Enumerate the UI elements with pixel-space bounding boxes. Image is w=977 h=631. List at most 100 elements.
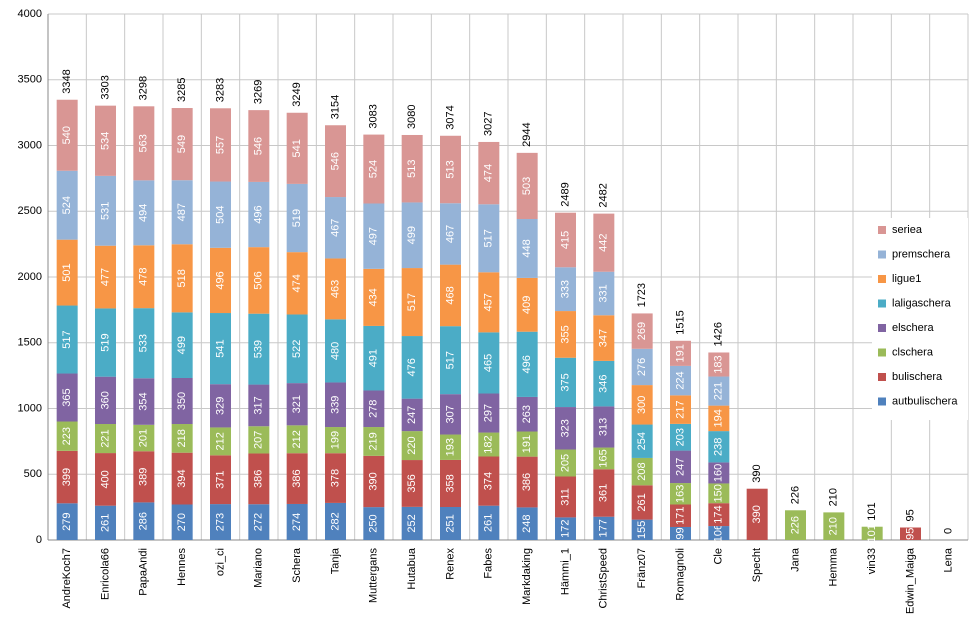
y-tick-label: 0 bbox=[36, 534, 42, 546]
bar-segment bbox=[670, 483, 691, 505]
bar-segment bbox=[171, 244, 193, 313]
x-tick-label: Fabes bbox=[483, 548, 495, 579]
value-label: 524 bbox=[61, 196, 73, 214]
bar-segment bbox=[593, 271, 615, 316]
bar-segment bbox=[325, 125, 346, 198]
bar-segment bbox=[171, 377, 193, 425]
bar-segment bbox=[210, 427, 231, 456]
bar-segment bbox=[593, 447, 615, 470]
legend-label: laligaschera bbox=[892, 297, 952, 309]
bar-segment bbox=[401, 134, 423, 203]
total-label: 3303 bbox=[99, 75, 111, 99]
value-label: 333 bbox=[559, 280, 571, 298]
value-label: 389 bbox=[138, 468, 150, 486]
bar-segment bbox=[133, 424, 155, 452]
bar-segment bbox=[56, 373, 78, 422]
value-label: 386 bbox=[253, 470, 265, 488]
value-label: 254 bbox=[636, 432, 648, 450]
bar-segment bbox=[440, 326, 461, 395]
value-label: 300 bbox=[636, 396, 648, 414]
legend-label: premschera bbox=[892, 248, 951, 260]
bar-segment bbox=[708, 526, 730, 540]
legend-box bbox=[872, 218, 968, 420]
bar-segment bbox=[670, 340, 691, 366]
value-label: 478 bbox=[138, 268, 150, 286]
value-label: 563 bbox=[138, 134, 150, 152]
bar-segment bbox=[593, 469, 615, 517]
legend-swatch bbox=[878, 324, 886, 332]
bar-segment bbox=[171, 180, 193, 245]
bar-segment bbox=[248, 110, 270, 182]
value-label: 321 bbox=[291, 395, 303, 413]
bar-segment bbox=[56, 421, 78, 451]
value-label: 307 bbox=[444, 405, 456, 423]
bar-segment bbox=[478, 505, 500, 540]
value-label: 534 bbox=[99, 132, 111, 150]
bar-segment bbox=[363, 507, 385, 540]
value-label: 183 bbox=[713, 355, 725, 373]
value-label: 163 bbox=[674, 485, 686, 503]
bar-segment bbox=[325, 382, 346, 428]
bar-segment bbox=[516, 277, 538, 332]
value-label: 217 bbox=[674, 400, 686, 418]
total-label: 3283 bbox=[214, 78, 226, 102]
bar-segment bbox=[478, 332, 500, 394]
bar-segment bbox=[325, 502, 346, 540]
value-label: 286 bbox=[138, 512, 150, 530]
value-label: 247 bbox=[674, 458, 686, 476]
x-tick-label: Hämmi_1 bbox=[559, 548, 571, 595]
value-label: 442 bbox=[598, 233, 610, 251]
value-label: 467 bbox=[444, 225, 456, 243]
total-label: 3298 bbox=[138, 76, 150, 100]
bar-segment bbox=[248, 181, 270, 248]
bar-segment bbox=[440, 394, 461, 435]
bar-segment bbox=[210, 384, 231, 428]
value-label: 501 bbox=[61, 263, 73, 281]
value-label: 354 bbox=[138, 392, 150, 410]
total-label: 3249 bbox=[291, 82, 303, 106]
value-label: 261 bbox=[636, 493, 648, 511]
legend-label: autbulischera bbox=[892, 395, 958, 407]
bar-segment bbox=[401, 398, 423, 432]
x-tick-label: Renex bbox=[444, 548, 456, 580]
x-tick-label: Specht bbox=[751, 548, 763, 582]
bar-segment bbox=[325, 453, 346, 503]
bar-segment bbox=[95, 245, 116, 309]
bar-segment bbox=[210, 455, 231, 505]
bar-segment bbox=[133, 245, 155, 309]
value-label: 513 bbox=[444, 160, 456, 178]
value-label: 218 bbox=[176, 429, 188, 447]
bar-segment bbox=[900, 527, 921, 540]
value-label: 261 bbox=[483, 514, 495, 532]
value-label: 212 bbox=[214, 432, 226, 450]
value-label: 226 bbox=[789, 516, 801, 534]
value-label: 219 bbox=[368, 432, 380, 450]
bar-segment bbox=[286, 383, 308, 426]
value-label: 150 bbox=[713, 484, 725, 502]
value-label: 251 bbox=[444, 514, 456, 532]
bar-segment bbox=[133, 378, 155, 425]
bar-segment bbox=[631, 485, 653, 520]
x-tick-label: Tanja bbox=[329, 547, 341, 574]
value-label: 165 bbox=[598, 449, 610, 467]
value-label: 518 bbox=[176, 269, 188, 287]
bar-segment bbox=[325, 197, 346, 259]
value-label: 506 bbox=[253, 271, 265, 289]
value-label: 467 bbox=[329, 219, 341, 237]
bar-segment bbox=[440, 434, 461, 460]
value-label: 371 bbox=[214, 471, 226, 489]
total-label: 95 bbox=[904, 509, 916, 521]
value-label: 272 bbox=[253, 513, 265, 531]
value-label: 263 bbox=[521, 405, 533, 423]
bar-segment bbox=[401, 202, 423, 269]
value-label: 524 bbox=[368, 160, 380, 178]
y-tick-label: 500 bbox=[24, 468, 42, 480]
value-label: 480 bbox=[329, 342, 341, 360]
bar-segment bbox=[478, 204, 500, 273]
bar-segment bbox=[363, 268, 385, 326]
y-tick-label: 3000 bbox=[18, 139, 42, 151]
value-label: 356 bbox=[406, 474, 418, 492]
bar-segment bbox=[95, 105, 116, 176]
total-label: 3285 bbox=[176, 78, 188, 102]
value-label: 205 bbox=[559, 454, 571, 472]
